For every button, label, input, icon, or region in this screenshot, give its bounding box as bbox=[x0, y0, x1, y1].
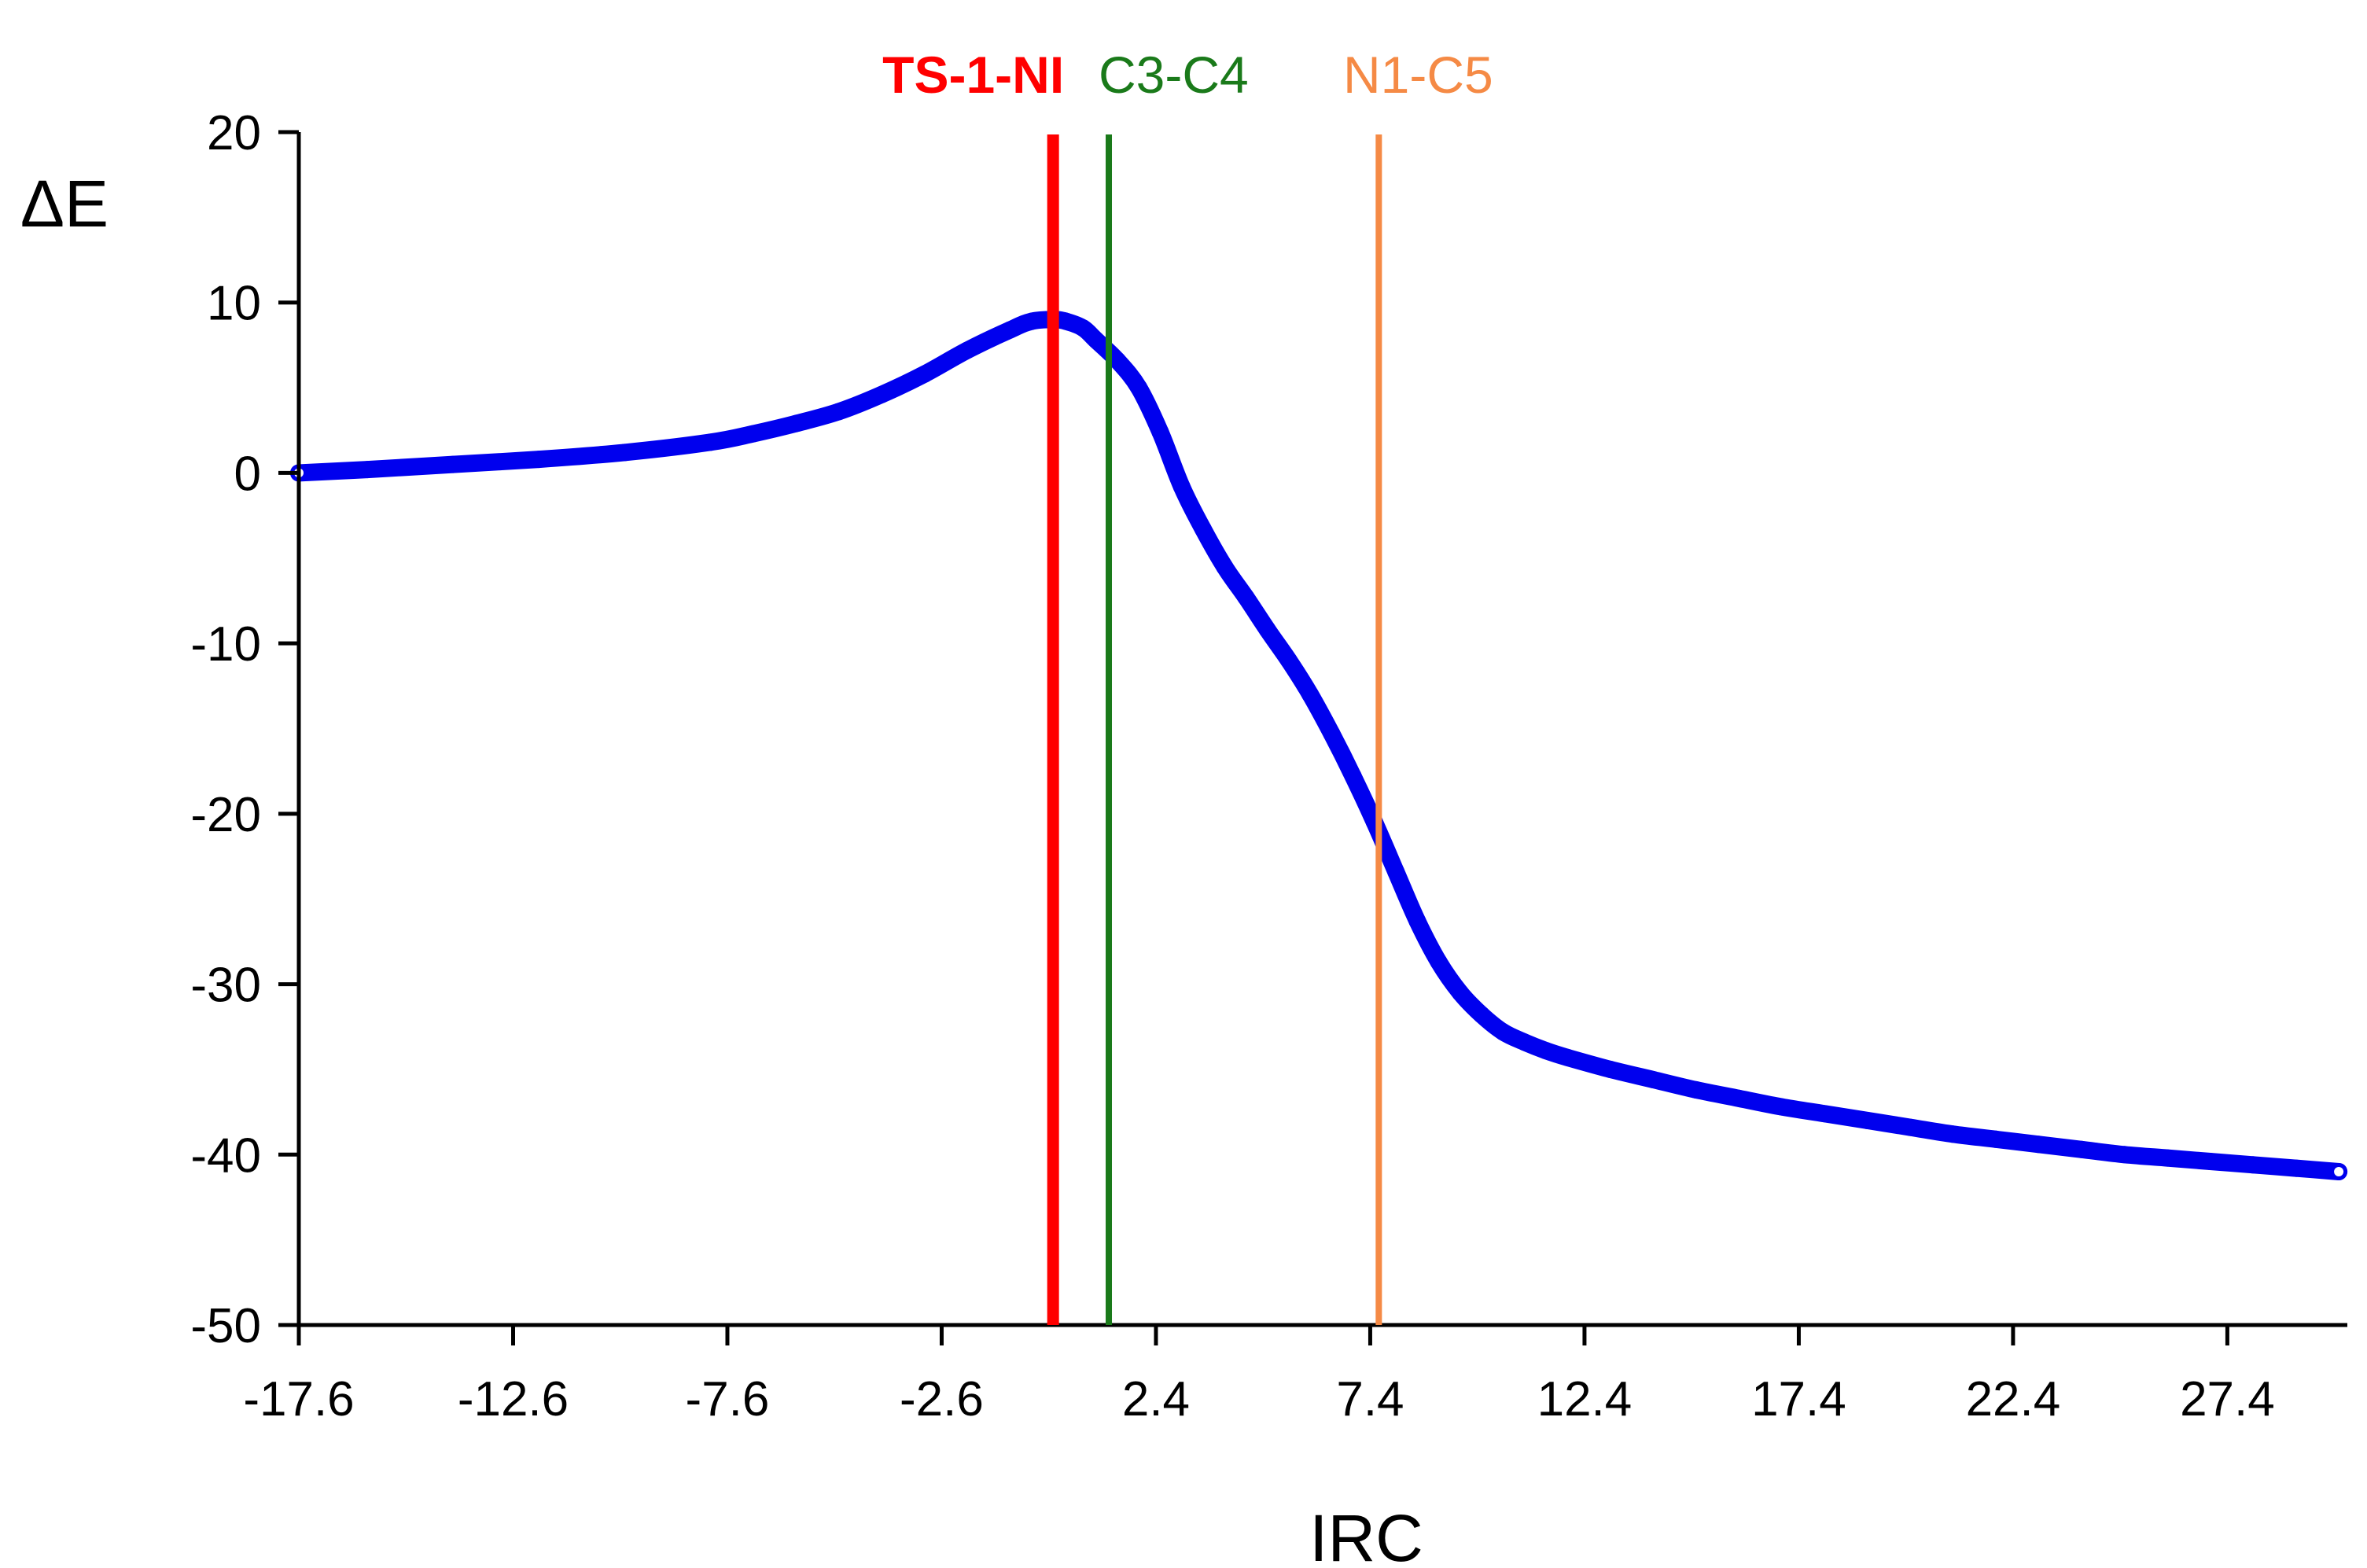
data-point bbox=[915, 365, 933, 383]
data-point bbox=[444, 455, 462, 473]
vertical-markers: TS-1-NI C3-C4 N1-C5 bbox=[882, 46, 1493, 1325]
x-tick-label: 7.4 bbox=[1336, 1372, 1404, 1426]
data-point bbox=[2287, 1159, 2305, 1177]
data-point bbox=[1216, 558, 1234, 576]
data-point bbox=[2201, 1152, 2219, 1170]
series-line bbox=[290, 311, 2348, 1180]
data-point bbox=[1559, 1048, 1577, 1066]
data-point bbox=[2030, 1136, 2048, 1154]
data-point bbox=[1430, 953, 1448, 971]
data-point bbox=[2073, 1140, 2091, 1158]
data-point bbox=[2115, 1146, 2133, 1164]
endpoint-marker bbox=[2331, 1163, 2347, 1180]
data-point bbox=[1323, 725, 1341, 743]
data-point bbox=[830, 403, 848, 421]
y-tick-label: -20 bbox=[190, 788, 261, 842]
x-tick-label: 2.4 bbox=[1122, 1372, 1190, 1426]
x-tick-label: 17.4 bbox=[1751, 1372, 1846, 1426]
x-tick-label: -2.6 bbox=[900, 1372, 984, 1426]
y-tick-label: 0 bbox=[234, 447, 261, 501]
data-point bbox=[1537, 1042, 1555, 1060]
x-axis-title: IRC bbox=[1309, 1501, 1423, 1568]
data-point bbox=[1087, 331, 1105, 349]
x-tick-label: 22.4 bbox=[1966, 1372, 2061, 1426]
data-point bbox=[530, 451, 548, 469]
marker-label: TS-1-NI bbox=[882, 46, 1064, 104]
data-point bbox=[1987, 1130, 2005, 1148]
ticks: 20 10 0 -10 -20 -30 -40 -50 -17.6 -12.6 -7.6 -2.6 2.… bbox=[190, 106, 2274, 1426]
data-point bbox=[1730, 1089, 1748, 1107]
y-axis-title: ΔE bbox=[20, 167, 109, 241]
data-point bbox=[1151, 423, 1169, 441]
data-point bbox=[1601, 1060, 1619, 1078]
x-tick-label: -7.6 bbox=[686, 1372, 770, 1426]
data-point bbox=[2244, 1156, 2262, 1174]
data-point bbox=[1022, 312, 1040, 330]
data-point bbox=[1473, 1006, 1491, 1024]
y-tick-label: -50 bbox=[190, 1299, 261, 1353]
data-point bbox=[1451, 984, 1469, 1002]
data-point bbox=[744, 425, 762, 443]
data-point bbox=[1130, 379, 1148, 397]
y-tick-label: -40 bbox=[190, 1128, 261, 1183]
data-point bbox=[1515, 1033, 1533, 1051]
marker-label: N1-C5 bbox=[1343, 46, 1493, 104]
data-point bbox=[787, 414, 805, 432]
data-point bbox=[1387, 863, 1405, 881]
data-point bbox=[1258, 620, 1276, 639]
data-point bbox=[2159, 1149, 2177, 1167]
x-tick-label: -17.6 bbox=[243, 1372, 354, 1426]
x-tick-label: -12.6 bbox=[458, 1372, 569, 1426]
data-point bbox=[1644, 1070, 1662, 1088]
data-point bbox=[1194, 520, 1212, 538]
data-point bbox=[1301, 686, 1320, 704]
data-point bbox=[873, 385, 891, 403]
marker-label: C3-C4 bbox=[1099, 46, 1249, 104]
data-point bbox=[959, 341, 977, 359]
x-tick-label: 27.4 bbox=[2180, 1372, 2275, 1426]
data-point bbox=[1772, 1098, 1791, 1116]
y-tick-label: -30 bbox=[190, 959, 261, 1013]
data-point bbox=[1172, 477, 1191, 495]
y-tick-label: -10 bbox=[190, 617, 261, 672]
data-point bbox=[1944, 1125, 1962, 1143]
data-point bbox=[359, 461, 377, 479]
data-point bbox=[1816, 1105, 1834, 1123]
data-point bbox=[1237, 588, 1255, 606]
data-point bbox=[616, 444, 634, 462]
data-point bbox=[1901, 1118, 1920, 1136]
data-point bbox=[1279, 651, 1298, 669]
data-point bbox=[1057, 312, 1075, 330]
data-point bbox=[1074, 319, 1092, 337]
x-tick-label: 12.4 bbox=[1537, 1372, 1633, 1426]
data-point bbox=[1858, 1111, 1876, 1129]
data-point bbox=[1001, 321, 1019, 339]
data-point bbox=[1344, 767, 1362, 786]
y-tick-label: 10 bbox=[207, 277, 261, 331]
data-point bbox=[1408, 912, 1426, 930]
y-tick-label: 20 bbox=[207, 106, 261, 160]
data-point bbox=[1687, 1080, 1705, 1099]
data-point bbox=[1108, 352, 1126, 370]
data-point bbox=[1494, 1023, 1512, 1041]
axes bbox=[296, 132, 2347, 1327]
plot-area bbox=[290, 311, 2348, 1180]
data-point bbox=[701, 433, 720, 451]
